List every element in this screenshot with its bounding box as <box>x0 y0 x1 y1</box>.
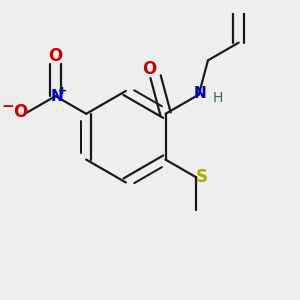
Text: −: − <box>2 99 14 114</box>
Text: N: N <box>194 85 207 100</box>
Text: H: H <box>213 91 223 105</box>
Text: O: O <box>142 60 157 78</box>
Text: O: O <box>48 47 63 65</box>
Text: +: + <box>58 86 68 96</box>
Text: S: S <box>196 168 208 186</box>
Text: N: N <box>51 88 63 104</box>
Text: O: O <box>13 103 27 121</box>
